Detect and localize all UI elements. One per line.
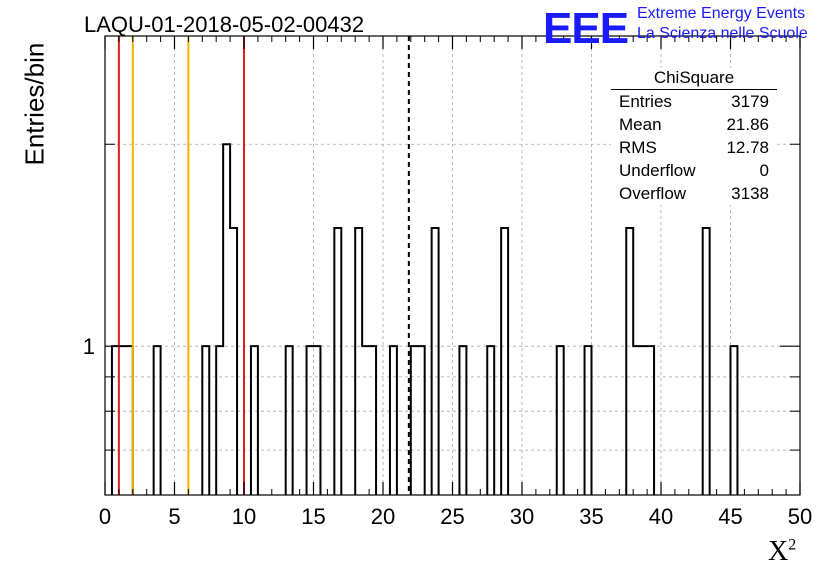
histogram-bar [640,346,647,495]
histogram-bar [112,346,119,495]
x-tick-label: 40 [649,504,673,529]
histogram-bar [355,228,362,495]
histogram-bar [585,346,592,495]
histogram-bar [251,346,258,495]
x-tick-label: 35 [579,504,603,529]
x-tick-label: 15 [301,504,325,529]
histogram-bar [411,346,418,495]
histogram-bar [223,144,230,495]
logo-caption: Extreme Energy Events La Scienza nelle S… [637,4,808,44]
stats-row: Overflow 3138 [611,182,777,205]
histogram-bar [501,228,508,495]
stats-label: RMS [619,138,657,157]
stats-value: 0 [759,161,769,180]
logo-line1: Extreme Energy Events [637,5,806,22]
eee-logo: EEE [543,4,629,53]
stats-value: 12.78 [726,138,769,157]
histogram-bar [487,346,494,495]
histogram-bar [119,346,126,495]
stats-value: 3138 [731,184,769,203]
histogram-bar [154,346,161,495]
stats-row: RMS 12.78 [611,136,777,159]
histogram-bar [731,346,738,495]
histogram-bar [369,346,376,495]
page-title: LAQU-01-2018-05-02-00432 [84,12,365,37]
stats-rows: Entries 3179 Mean 21.86 RMS 12.78 Underflow 0 Ov… [611,90,777,205]
y-axis-label: Entries/bin [19,42,50,166]
stats-label: Overflow [619,184,687,203]
histogram-bar [216,346,223,495]
histogram-bar [557,346,564,495]
axes: 0 5 10 15 20 25 30 35 40 45 50 1 [83,36,812,529]
reference-lines [117,36,410,495]
x-tick-label: 10 [232,504,256,529]
histogram-bar [626,228,633,495]
stats-label: Mean [619,115,662,134]
x-tick-label: 20 [371,504,395,529]
histogram-bar [307,346,314,495]
histogram-bar [126,346,133,495]
stats-row: Underflow 0 [611,159,777,182]
histogram-bar [647,346,654,495]
stats-title: ChiSquare [611,68,777,90]
stats-value: 3179 [731,92,769,111]
x-tick-label: 0 [99,504,111,529]
x-tick-label: 45 [718,504,742,529]
x-axis-label: X2 [768,536,796,568]
histogram-bar [286,346,293,495]
x-tick-label: 5 [168,504,180,529]
x-axis-symbol: X [768,536,789,567]
histogram-bar [314,346,321,495]
logo-line2: La Scienza nelle Scuole [637,25,808,42]
x-tick-label: 30 [510,504,534,529]
x-tick-label: 50 [788,504,812,529]
stats-box: ChiSquare Entries 3179 Mean 21.86 RMS 12.78 Un… [611,68,777,205]
histogram-bar [202,346,209,495]
histogram-bar [703,228,710,495]
y-tick-label: 1 [83,334,95,359]
histogram-bar [390,346,397,495]
histogram-bar [459,346,466,495]
stats-label: Entries [619,92,672,111]
histogram-bar [362,346,369,495]
stats-row: Entries 3179 [611,90,777,113]
histogram-bar [633,346,640,495]
stats-row: Mean 21.86 [611,113,777,136]
x-tick-label: 25 [440,504,464,529]
histogram-bar [334,228,341,495]
histogram-bar [418,346,425,495]
x-axis-exponent: 2 [788,536,797,554]
stats-label: Underflow [619,161,696,180]
stats-value: 21.86 [726,115,769,134]
histogram-bar [432,228,439,495]
histogram-bar [230,228,237,495]
